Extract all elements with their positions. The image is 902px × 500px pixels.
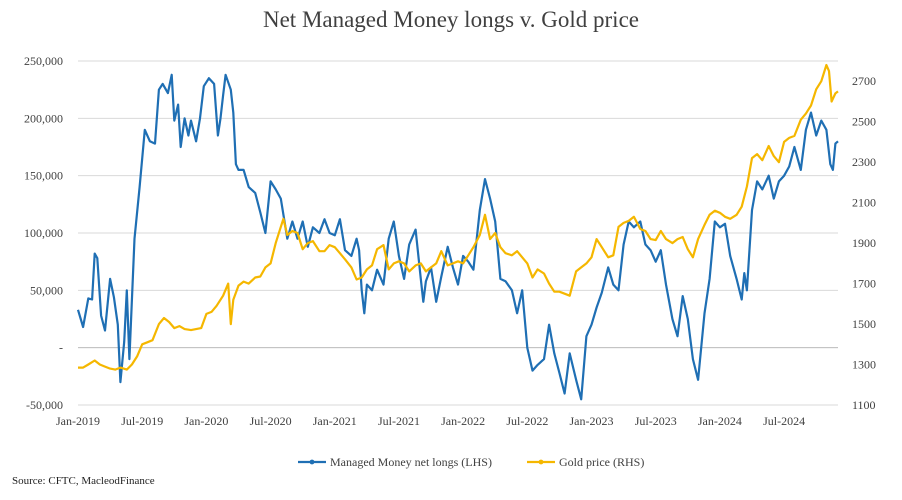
- legend-label: Gold price (RHS): [559, 455, 644, 469]
- legend-marker: [309, 459, 315, 465]
- y-right-tick-label: 1100: [852, 398, 876, 412]
- y-right-tick-label: 2300: [852, 155, 876, 169]
- axes: -50,000-50,000100,000150,000200,000250,0…: [24, 54, 876, 428]
- y-left-tick-label: 50,000: [30, 283, 63, 297]
- x-tick-label: Jul-2022: [506, 414, 548, 428]
- x-tick-label: Jan-2020: [184, 414, 228, 428]
- x-tick-label: Jan-2023: [570, 414, 614, 428]
- x-tick-label: Jan-2024: [698, 414, 742, 428]
- y-left-tick-label: -50,000: [26, 398, 63, 412]
- y-right-tick-label: 2500: [852, 115, 876, 129]
- gridlines: [78, 60, 838, 406]
- y-left-tick-label: 100,000: [24, 226, 63, 240]
- series-line-managed-money: [76, 73, 839, 401]
- y-left-tick-label: 150,000: [24, 169, 63, 183]
- y-right-tick-label: 2100: [852, 196, 876, 210]
- x-tick-label: Jan-2019: [56, 414, 100, 428]
- legend: Managed Money net longs (LHS) Gold price …: [298, 455, 644, 469]
- x-tick-label: Jan-2022: [441, 414, 485, 428]
- x-tick-label: Jul-2019: [121, 414, 163, 428]
- series-line-gold-price: [78, 63, 839, 371]
- x-tick-label: Jul-2023: [635, 414, 677, 428]
- legend-marker: [538, 459, 544, 465]
- source-note: Source: CFTC, MacleodFinance: [12, 475, 155, 487]
- y-right-tick-label: 1300: [852, 358, 876, 372]
- x-tick-label: Jul-2021: [378, 414, 420, 428]
- y-right-tick-label: 1500: [852, 317, 876, 331]
- x-tick-label: Jan-2021: [313, 414, 357, 428]
- chart-title: Net Managed Money longs v. Gold price: [262, 7, 639, 32]
- y-left-tick-label: 250,000: [24, 54, 63, 68]
- series: [76, 63, 839, 401]
- x-tick-label: Jul-2020: [250, 414, 292, 428]
- y-right-tick-label: 1900: [852, 236, 876, 250]
- y-right-tick-label: 1700: [852, 277, 876, 291]
- y-left-tick-label: 200,000: [24, 111, 63, 125]
- legend-label: Managed Money net longs (LHS): [330, 455, 492, 469]
- y-right-tick-label: 2700: [852, 74, 876, 88]
- y-left-tick-label: -: [59, 341, 63, 355]
- x-tick-label: Jul-2024: [763, 414, 805, 428]
